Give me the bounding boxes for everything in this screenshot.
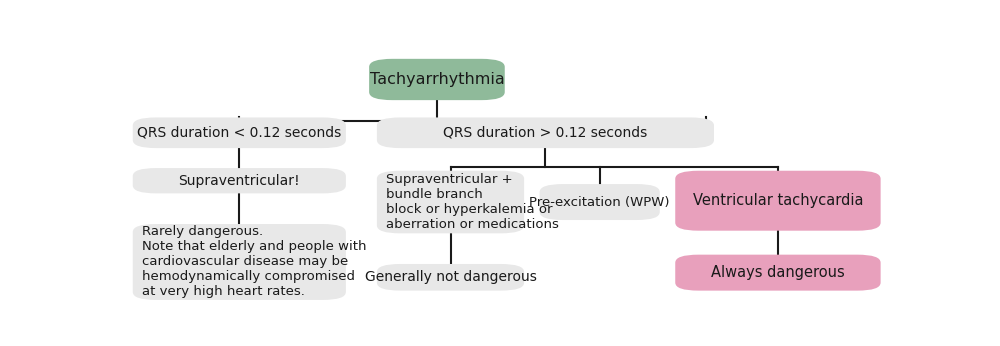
Text: Generally not dangerous: Generally not dangerous xyxy=(365,270,536,284)
Text: Tachyarrhythmia: Tachyarrhythmia xyxy=(370,72,504,87)
Text: Pre-excitation (WPW): Pre-excitation (WPW) xyxy=(529,195,670,209)
FancyBboxPatch shape xyxy=(377,171,524,233)
Text: Always dangerous: Always dangerous xyxy=(711,265,845,280)
FancyBboxPatch shape xyxy=(133,117,346,148)
Text: Supraventricular +
bundle branch
block or hyperkalemia or
aberration or medicati: Supraventricular + bundle branch block o… xyxy=(386,173,559,231)
Text: QRS duration > 0.12 seconds: QRS duration > 0.12 seconds xyxy=(443,126,648,140)
FancyBboxPatch shape xyxy=(377,117,714,148)
FancyBboxPatch shape xyxy=(675,255,881,291)
FancyBboxPatch shape xyxy=(675,171,881,231)
FancyBboxPatch shape xyxy=(377,264,524,291)
Text: Ventricular tachycardia: Ventricular tachycardia xyxy=(693,193,863,208)
FancyBboxPatch shape xyxy=(133,168,346,193)
Text: Rarely dangerous.
Note that elderly and people with
cardiovascular disease may b: Rarely dangerous. Note that elderly and … xyxy=(142,226,367,299)
FancyBboxPatch shape xyxy=(133,224,346,300)
Text: QRS duration < 0.12 seconds: QRS duration < 0.12 seconds xyxy=(137,126,341,140)
Text: Supraventricular!: Supraventricular! xyxy=(178,174,300,188)
FancyBboxPatch shape xyxy=(540,184,660,220)
FancyBboxPatch shape xyxy=(369,59,505,100)
